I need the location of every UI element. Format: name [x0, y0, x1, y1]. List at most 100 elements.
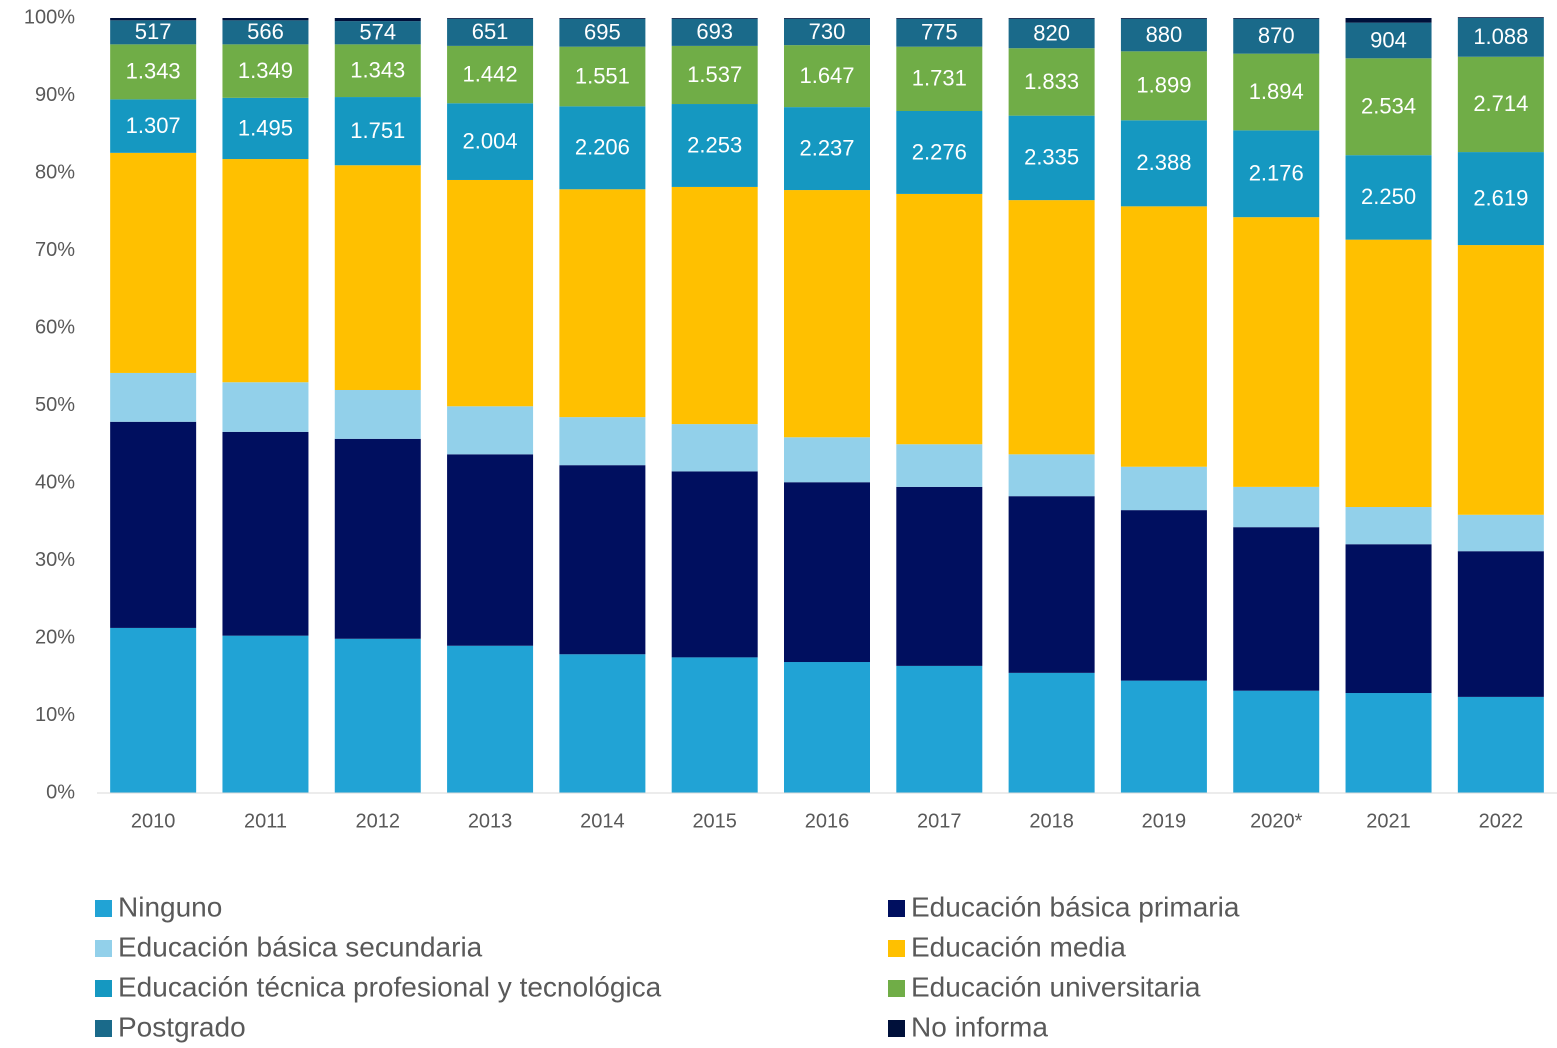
- bar-segment: [222, 635, 309, 793]
- bar-segment: [896, 46, 983, 111]
- bar-segment: [559, 417, 646, 466]
- data-label: 2.534: [1361, 94, 1416, 119]
- bar-segment: [1233, 527, 1320, 691]
- bar-segment: [671, 424, 758, 472]
- data-label: 1.537: [687, 62, 742, 87]
- legend-swatch: [888, 1020, 905, 1037]
- data-label: 870: [1258, 23, 1295, 48]
- bar-segment: [447, 45, 534, 104]
- bar-segment: [1008, 496, 1095, 673]
- bar-segment: [784, 18, 870, 46]
- legend-label: Educación técnica profesional y tecnológ…: [118, 971, 662, 1002]
- y-tick-label: 30%: [35, 549, 75, 571]
- bar-segment: [1120, 510, 1207, 681]
- x-tick-label: 2018: [1029, 810, 1074, 832]
- bar-segment: [447, 645, 534, 793]
- bar-segment: [110, 20, 197, 45]
- data-label: 1.495: [238, 115, 293, 140]
- bar-segment: [671, 104, 758, 187]
- data-label: 820: [1033, 20, 1070, 45]
- bar-segment: [334, 97, 421, 166]
- bar-segment: [334, 390, 421, 439]
- legend-swatch: [95, 900, 112, 917]
- y-tick-label: 40%: [35, 471, 75, 493]
- bar-segment: [1008, 18, 1095, 49]
- bar-segment: [334, 21, 421, 45]
- bar-segment: [1345, 239, 1432, 508]
- legend-swatch: [95, 940, 112, 957]
- bar-segment: [222, 44, 309, 98]
- bar-segment: [1120, 18, 1207, 52]
- bar-segment: [671, 657, 758, 793]
- y-tick-label: 20%: [35, 626, 75, 648]
- data-label: 566: [247, 19, 284, 44]
- bar-segment: [110, 421, 197, 628]
- bar-segment: [447, 179, 534, 407]
- bar-segment: [559, 654, 646, 793]
- bar-segment: [784, 662, 870, 793]
- bar-segment: [1008, 18, 1095, 19]
- bar-segment: [1008, 115, 1095, 201]
- data-label: 1.442: [463, 61, 518, 86]
- bar-segment: [1008, 672, 1095, 793]
- bar-segment: [1008, 454, 1095, 497]
- bar-segment: [671, 45, 758, 105]
- bar-segment: [1345, 18, 1432, 23]
- data-label: 2.335: [1024, 145, 1079, 170]
- bar-segment: [784, 45, 870, 108]
- x-tick-label: 2017: [917, 810, 962, 832]
- bar-segment: [1457, 514, 1544, 552]
- bar-segment: [222, 18, 309, 21]
- bar-segment: [896, 18, 983, 19]
- data-label: 517: [135, 19, 172, 44]
- bar-segment: [110, 18, 197, 21]
- data-label: 904: [1370, 27, 1407, 52]
- bar-segment: [1233, 690, 1320, 793]
- bar-segment: [1457, 17, 1544, 18]
- bar-segment: [1120, 206, 1207, 467]
- legend-label: Ninguno: [118, 891, 222, 922]
- bar-segment: [1008, 48, 1095, 116]
- x-tick-label: 2013: [468, 810, 513, 832]
- bar-segment: [1233, 53, 1320, 131]
- bar-segment: [784, 107, 870, 191]
- x-tick-label: 2019: [1142, 810, 1187, 832]
- bar-segment: [1120, 51, 1207, 121]
- bar-segment: [334, 638, 421, 793]
- bar-segment: [1120, 120, 1207, 207]
- legend-label: Educación media: [911, 931, 1126, 962]
- bar-segment: [671, 471, 758, 658]
- x-tick-label: 2015: [692, 810, 737, 832]
- data-label: 693: [696, 19, 733, 44]
- legend-swatch: [888, 900, 905, 917]
- data-label: 2.714: [1473, 91, 1528, 116]
- x-tick-label: 2014: [580, 810, 625, 832]
- bar-segment: [447, 406, 534, 455]
- bar-segment: [896, 193, 983, 445]
- data-label: 1.307: [126, 113, 181, 138]
- bar-segment: [222, 431, 309, 636]
- y-tick-label: 80%: [35, 161, 75, 183]
- x-tick-label: 2022: [1479, 810, 1524, 832]
- bar-segment: [559, 189, 646, 418]
- bar-segment: [896, 111, 983, 194]
- y-tick-label: 60%: [35, 316, 75, 338]
- bar-segment: [1457, 56, 1544, 153]
- bar-segment: [1008, 200, 1095, 455]
- bar-segment: [1345, 544, 1432, 694]
- bar-segment: [784, 190, 870, 438]
- legend-swatch: [95, 1020, 112, 1037]
- data-label: 651: [472, 19, 509, 44]
- legend-label: Postgrado: [118, 1011, 246, 1042]
- data-label: 1.894: [1249, 79, 1304, 104]
- bar-segment: [222, 97, 309, 160]
- bar-segment: [222, 20, 309, 45]
- x-tick-label: 2012: [356, 810, 401, 832]
- x-tick-label: 2011: [244, 810, 287, 832]
- bar-segment: [559, 18, 646, 47]
- legend-swatch: [95, 980, 112, 997]
- data-label: 2.176: [1249, 161, 1304, 186]
- bar-segment: [334, 165, 421, 390]
- bar-segment: [559, 46, 646, 107]
